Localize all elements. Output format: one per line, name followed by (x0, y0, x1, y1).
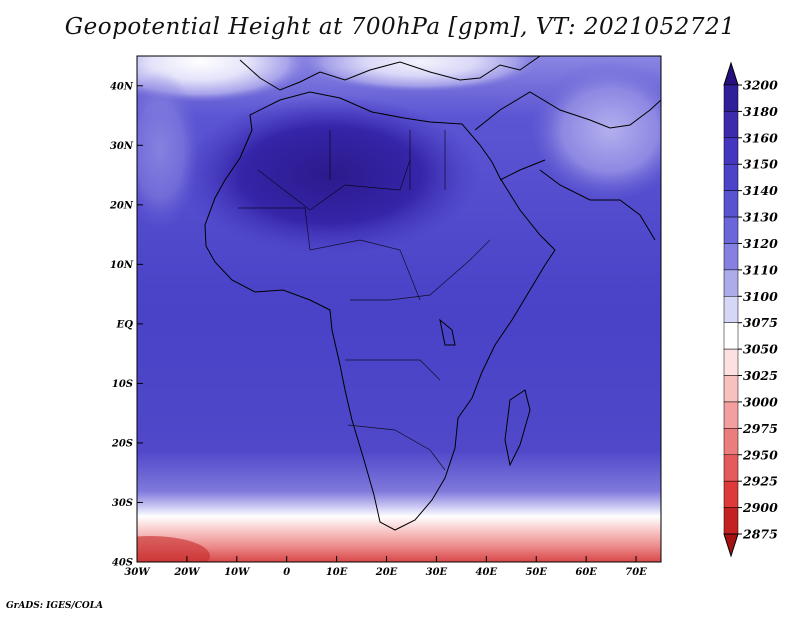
lat-tick-label: 40N (110, 81, 134, 92)
borders (238, 130, 491, 471)
colorbar-max-arrow (723, 61, 739, 86)
lon-tick-label: 20E (375, 567, 398, 578)
colorbar-min-arrow (723, 533, 739, 558)
lat-tick-label: 10S (112, 379, 133, 390)
colorbar-label: 3160 (743, 130, 778, 145)
lat-tick-label: 40S (112, 558, 133, 569)
colorbar-label: 2975 (742, 421, 778, 436)
lon-tick-label: 50E (525, 567, 547, 578)
colorbar-swatch (723, 401, 739, 429)
lon-tick-label: 40E (476, 567, 498, 578)
colorbar-label: 3050 (743, 342, 778, 357)
colorbar-swatch (723, 137, 739, 165)
colorbar-label: 2900 (742, 500, 778, 515)
colorbar-swatch (723, 163, 739, 191)
lat-tick-label: 20S (111, 438, 133, 449)
credit-label: GrADS: IGES/COLA (6, 601, 104, 611)
lon-tick-label: 30E (426, 567, 448, 578)
colorbar-swatch (723, 84, 739, 112)
colorbar-swatch (723, 507, 739, 535)
lon-tick-label: 10W (224, 567, 251, 578)
lon-tick-label: 60E (575, 567, 597, 578)
colorbar-swatch (723, 322, 739, 350)
colorbar-label: 3100 (743, 289, 778, 304)
lat-tick-label: 30S (112, 498, 133, 509)
colorbar-label: 3110 (743, 262, 778, 277)
lon-tick-label: 20W (173, 567, 201, 578)
colorbar-swatch (723, 480, 739, 508)
lat-tick-label: EQ (116, 319, 134, 330)
colorbar-swatch (723, 216, 739, 244)
colorbar-label: 3120 (743, 236, 778, 251)
lon-tick-label: 0 (283, 567, 290, 578)
lon-tick-label: 70E (625, 567, 647, 578)
colorbar-label: 3200 (743, 78, 778, 93)
lon-tick-label: 30W (124, 567, 151, 578)
lat-tick-label: 20N (109, 200, 134, 211)
lat-tick-label: 30N (110, 141, 134, 152)
colorbar-label: 3025 (743, 368, 778, 383)
colorbar-label: 3000 (743, 394, 778, 409)
lat-tick-label: 10N (110, 260, 134, 271)
colorbar-swatch (723, 111, 739, 139)
colorbar-swatch (723, 269, 739, 297)
colorbar: 3200 3180 3160 3150 3140 3130 3120 3110 3100 3075… (723, 61, 778, 558)
lon-tick-label: 10E (326, 567, 348, 578)
colorbar-swatch (723, 296, 739, 323)
map-title: Geopotential Height at 700hPa [gpm], VT:… (64, 14, 736, 40)
colorbar-swatch (723, 454, 739, 482)
height-field (137, 56, 661, 562)
colorbar-swatch (723, 375, 739, 403)
coastlines (204, 56, 661, 531)
colorbar-label: 3150 (743, 157, 778, 172)
colorbar-swatch (723, 243, 739, 271)
colorbar-label: 3140 (743, 183, 778, 198)
colorbar-label: 2925 (742, 474, 778, 489)
colorbar-label: 3180 (743, 104, 778, 119)
colorbar-swatch (723, 190, 739, 218)
colorbar-label: 2875 (742, 527, 778, 542)
latitude-axis: 40N 30N 20N 10N EQ 10S 20S 30S 40S (109, 81, 143, 569)
colorbar-label: 3075 (743, 315, 778, 330)
map-frame (136, 55, 662, 563)
colorbar-swatch (723, 428, 739, 456)
colorbar-label: 3130 (743, 210, 778, 225)
longitude-axis: 30W 20W 10W 0 10E 20E 30E 40E 50E 60E 70E (124, 556, 647, 578)
colorbar-swatch (723, 348, 739, 376)
colorbar-label: 2950 (742, 447, 778, 462)
